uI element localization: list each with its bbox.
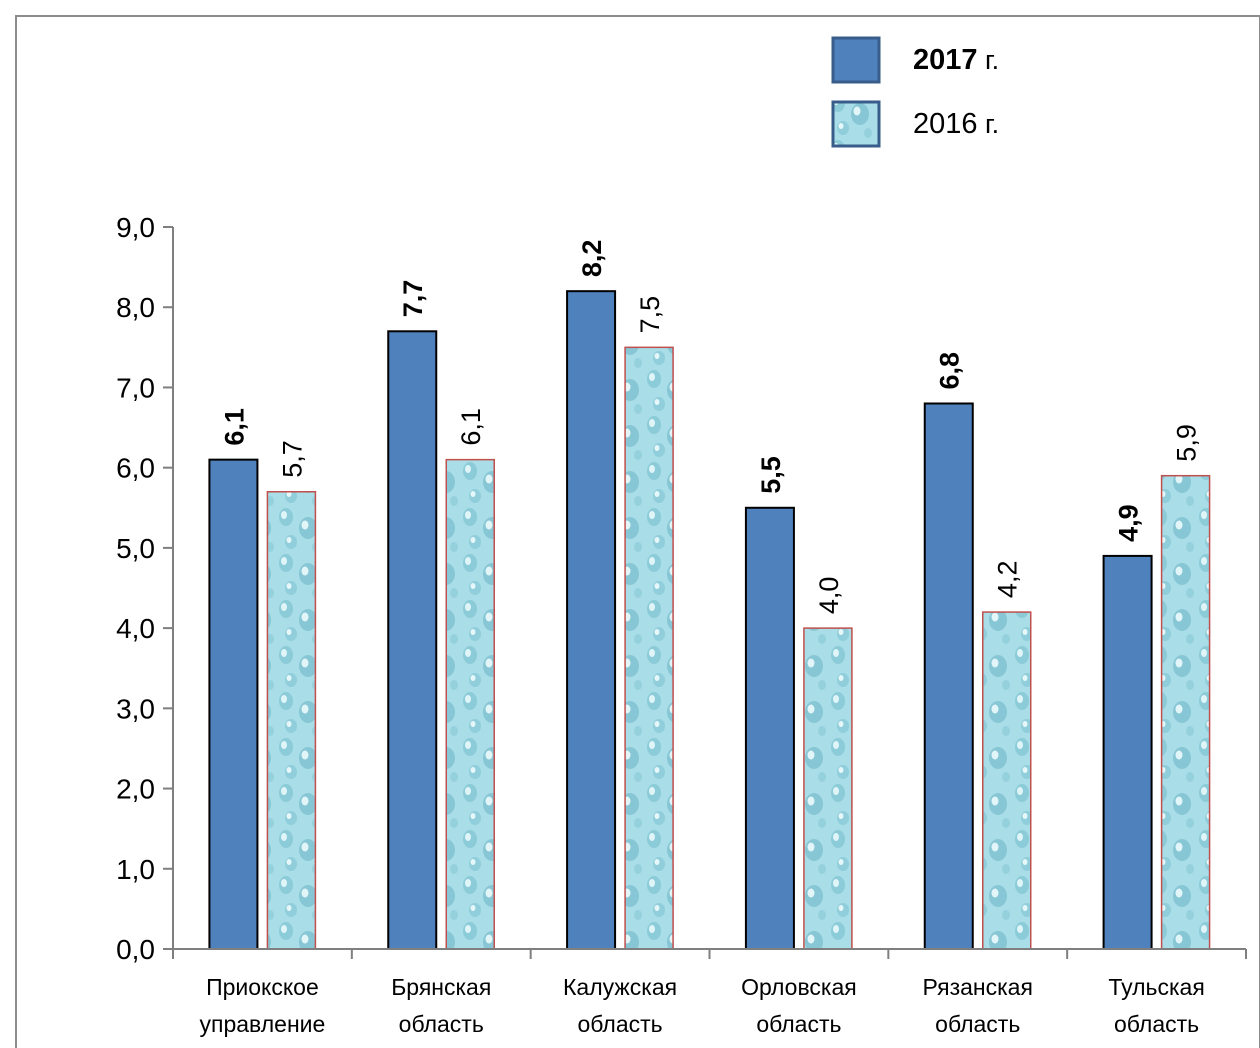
y-tick-label: 7,0 bbox=[116, 372, 155, 403]
bar-2017 bbox=[208, 458, 259, 950]
bar-2017 bbox=[387, 330, 438, 950]
bar-2016 bbox=[624, 346, 674, 950]
data-label: 7,7 bbox=[398, 280, 428, 318]
bar-2016 bbox=[982, 611, 1032, 950]
data-label: 6,1 bbox=[456, 408, 486, 446]
bar-2016 bbox=[803, 627, 853, 950]
x-category-label: Калужская область bbox=[563, 974, 677, 1037]
data-labels: 6,1 7,7 8,2 5,5 6,8 4,9 5,7 6,1 7,5 4,0 4,2 5,9 bbox=[219, 240, 1201, 614]
data-label: 6,8 bbox=[935, 352, 965, 390]
x-category-label: Приокское управление bbox=[200, 974, 326, 1037]
bars bbox=[208, 290, 1211, 951]
bar-2016 bbox=[266, 490, 317, 950]
y-tick-label: 1,0 bbox=[116, 854, 155, 885]
y-axis: 0,0 1,0 2,0 3,0 4,0 5,0 6,0 7,0 8,0 9,0 bbox=[116, 212, 174, 965]
x-category-label: Рязанская область bbox=[923, 974, 1033, 1037]
data-label: 5,9 bbox=[1172, 424, 1202, 462]
bar-2017 bbox=[744, 506, 795, 950]
x-axis: Приокское управление Брянская область Калужс… bbox=[172, 948, 1247, 1037]
data-label: 7,5 bbox=[635, 296, 665, 334]
y-tick-label: 5,0 bbox=[116, 533, 155, 564]
y-tick-label: 2,0 bbox=[116, 774, 155, 805]
bar-2017 bbox=[1102, 554, 1153, 951]
data-label: 4,2 bbox=[993, 561, 1023, 599]
data-label: 4,0 bbox=[814, 577, 844, 615]
y-tick-label: 9,0 bbox=[116, 212, 155, 243]
y-tick-label: 6,0 bbox=[116, 453, 155, 484]
x-category-label: Орловская область bbox=[741, 974, 857, 1037]
legend-swatch bbox=[831, 36, 881, 84]
x-category-label: Тульская область bbox=[1108, 974, 1204, 1037]
data-label: 4,9 bbox=[1114, 504, 1144, 542]
bar-2016 bbox=[1160, 474, 1211, 950]
data-label: 6,1 bbox=[219, 408, 249, 446]
data-label: 8,2 bbox=[577, 240, 607, 278]
legend-label: 2016 г. bbox=[913, 108, 999, 140]
bar-2017 bbox=[923, 402, 974, 950]
y-tick-label: 0,0 bbox=[116, 934, 155, 965]
bar-2016 bbox=[445, 458, 495, 950]
y-tick-label: 4,0 bbox=[116, 613, 155, 644]
data-label: 5,5 bbox=[756, 456, 786, 494]
legend-swatch bbox=[831, 100, 881, 148]
bar-2017 bbox=[566, 290, 617, 950]
y-tick-label: 8,0 bbox=[116, 292, 155, 323]
legend: 2017 г. 2016 г. bbox=[831, 36, 999, 148]
data-label: 5,7 bbox=[277, 440, 307, 478]
y-tick-label: 3,0 bbox=[116, 693, 155, 724]
legend-label: 2017 г. bbox=[913, 44, 999, 76]
x-category-label: Брянская область bbox=[391, 974, 491, 1037]
